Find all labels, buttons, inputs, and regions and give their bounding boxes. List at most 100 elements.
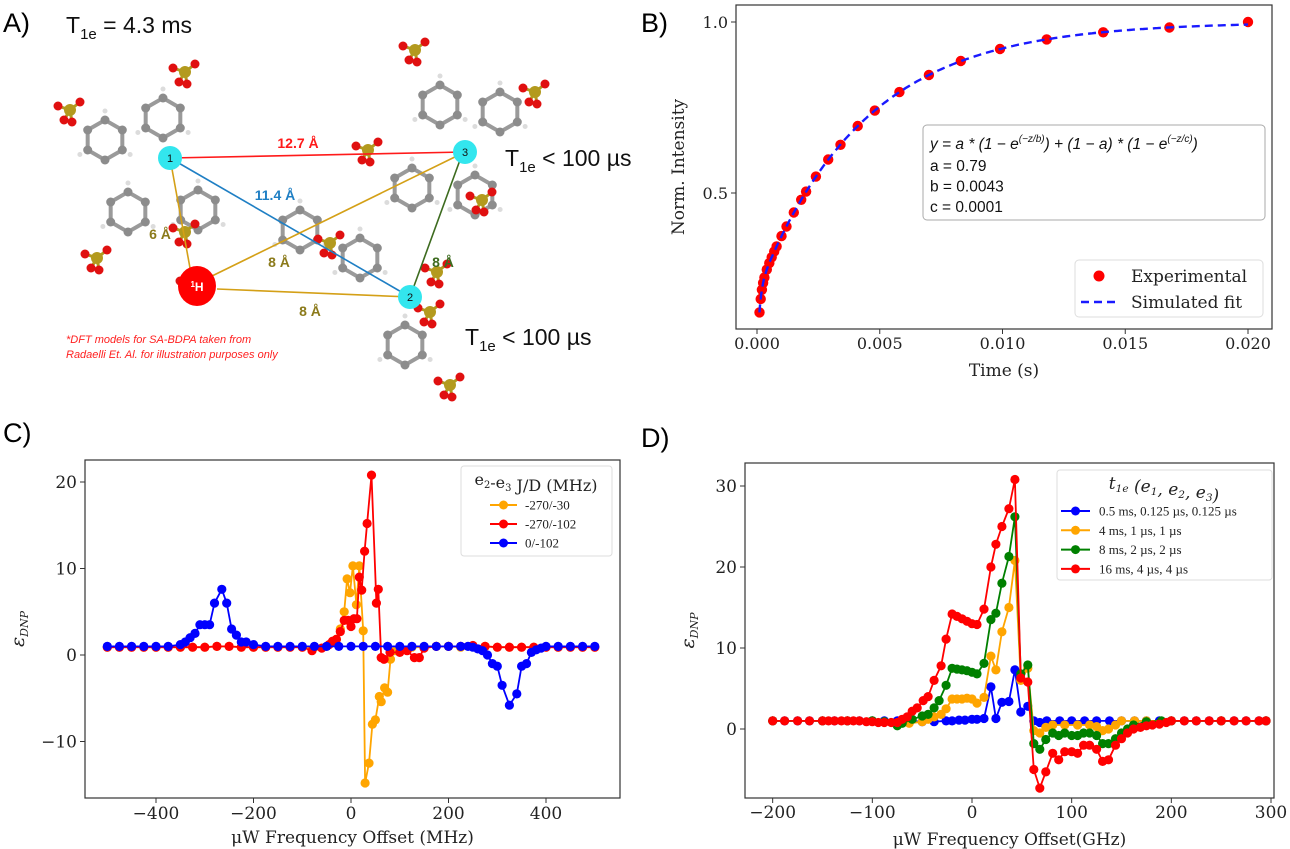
- data-point: [309, 641, 319, 652]
- legend-marker: [1071, 525, 1080, 535]
- t1e-symbol: T: [66, 12, 80, 38]
- carbon-atom: [158, 93, 168, 103]
- data-point: [102, 641, 112, 652]
- y-tick-label: 0: [726, 720, 737, 740]
- data-point: [934, 696, 944, 706]
- data-point: [376, 697, 386, 707]
- carbon-atom: [210, 195, 220, 205]
- oxygen-atom: [420, 37, 430, 47]
- hydrogen-atom: [427, 357, 433, 362]
- data-point: [1147, 720, 1157, 730]
- data-point: [407, 641, 417, 652]
- carbon-atom: [295, 205, 305, 215]
- fit-parameter: c = 0.0001: [930, 199, 1003, 216]
- carbon-atom: [435, 120, 445, 130]
- panel-a-molecular-diagram: 1 3 2 1H 12.7 Å 11.4 Å 6 Å 8 Å 8 Å 8 Å T…: [53, 12, 632, 402]
- oxygen-atom: [412, 57, 422, 67]
- proton-mass-number: 1: [190, 280, 195, 289]
- data-point: [1204, 716, 1214, 726]
- data-point: [854, 716, 865, 726]
- hydrogen-atom: [185, 130, 191, 135]
- hydrogen-atom: [412, 117, 418, 122]
- legend-marker: [1071, 506, 1080, 516]
- data-point: [768, 716, 778, 726]
- data-point: [366, 470, 377, 480]
- carbon-atom: [123, 187, 133, 197]
- fit-equation: y = a * (1 − e(−z/b)) + (1 − a) * (1 − e…: [929, 134, 1198, 153]
- y-tick-label: −10: [41, 733, 77, 753]
- y-axis-label: εDNP: [7, 610, 31, 647]
- carbon-atom: [372, 263, 382, 273]
- hydrogen-atom: [497, 207, 503, 212]
- y-axis-label: εDNP: [677, 612, 701, 649]
- carbon-atom: [355, 233, 365, 243]
- fit-equation-box: [922, 124, 1266, 221]
- carbon-atom: [400, 320, 410, 330]
- hydrogen-atom: [447, 207, 453, 212]
- carbon-atom: [512, 97, 522, 107]
- x-tick-label: 200: [1155, 803, 1187, 823]
- data-point: [151, 641, 161, 652]
- data-point: [1166, 716, 1176, 726]
- legend-marker-experimental: [1093, 270, 1105, 282]
- data-point: [947, 716, 957, 726]
- oxygen-atom: [357, 155, 367, 165]
- y-axis-label-subscript: DNP: [18, 610, 31, 637]
- hydrogen-atom: [382, 270, 388, 275]
- proton-symbol: H: [195, 280, 204, 294]
- data-point: [923, 692, 933, 702]
- data-point: [114, 641, 124, 652]
- data-point: [1048, 748, 1058, 758]
- carbon-atom: [295, 245, 305, 255]
- sulfur-atom: [91, 252, 103, 264]
- series-layer: [102, 470, 600, 788]
- data-point: [346, 641, 356, 652]
- carbon-atom: [372, 243, 382, 253]
- carbon-atom: [338, 263, 348, 273]
- y-axis-label-symbol: ε: [677, 638, 699, 648]
- y-axis-label: Norm. Intensity: [669, 98, 689, 235]
- hydrogen-atom: [409, 156, 415, 162]
- data-point: [200, 642, 210, 652]
- legend-label: 16 ms, 4 µs, 4 µs: [1099, 561, 1188, 576]
- data-point: [443, 641, 454, 652]
- hydrogen-atom: [384, 200, 390, 205]
- legend-marker: [499, 538, 508, 548]
- x-tick-label: 0.010: [980, 334, 1026, 353]
- data-point: [929, 675, 939, 686]
- aromatic-ring: [392, 165, 432, 211]
- carbon-atom: [478, 117, 488, 127]
- legend-label: 0.5 ms, 0.125 µs, 0.125 µs: [1099, 504, 1237, 519]
- data-point: [248, 640, 259, 650]
- data-point: [360, 546, 370, 556]
- distance-line-e1-e2: [169, 157, 411, 298]
- data-point: [345, 588, 355, 598]
- data-point: [346, 621, 356, 632]
- legend-title: e2-e3 J/D (MHz): [474, 470, 597, 495]
- x-tick-label: −400: [133, 804, 180, 824]
- aromatic-ring: [340, 235, 380, 281]
- data-point: [190, 628, 200, 639]
- hydrogen-atom: [297, 198, 303, 204]
- data-point: [1179, 716, 1189, 726]
- legend-label-simulated-fit: Simulated fit: [1131, 293, 1242, 313]
- data-point: [1004, 696, 1014, 707]
- data-point: [1229, 716, 1239, 726]
- carbon-atom: [140, 197, 150, 207]
- oxygen-atom: [524, 97, 534, 107]
- data-point: [1004, 551, 1014, 562]
- oxygen-atom: [398, 41, 408, 51]
- data-point: [979, 658, 989, 669]
- t1e-value: < 100 µs: [536, 145, 632, 171]
- carbon-atom: [140, 217, 150, 227]
- t1e-radical-1: T1e = 4.3 ms: [66, 12, 192, 43]
- carbon-atom: [417, 350, 427, 360]
- data-point: [565, 641, 576, 652]
- x-tick-label: 0: [346, 804, 357, 824]
- legend-title-text: (e: [1129, 477, 1151, 497]
- legend-box: [1056, 469, 1273, 581]
- hydrogen-atom: [77, 152, 83, 157]
- distance-line-e2-e3: [409, 159, 461, 298]
- data-point: [1092, 730, 1102, 741]
- data-point: [1103, 755, 1114, 765]
